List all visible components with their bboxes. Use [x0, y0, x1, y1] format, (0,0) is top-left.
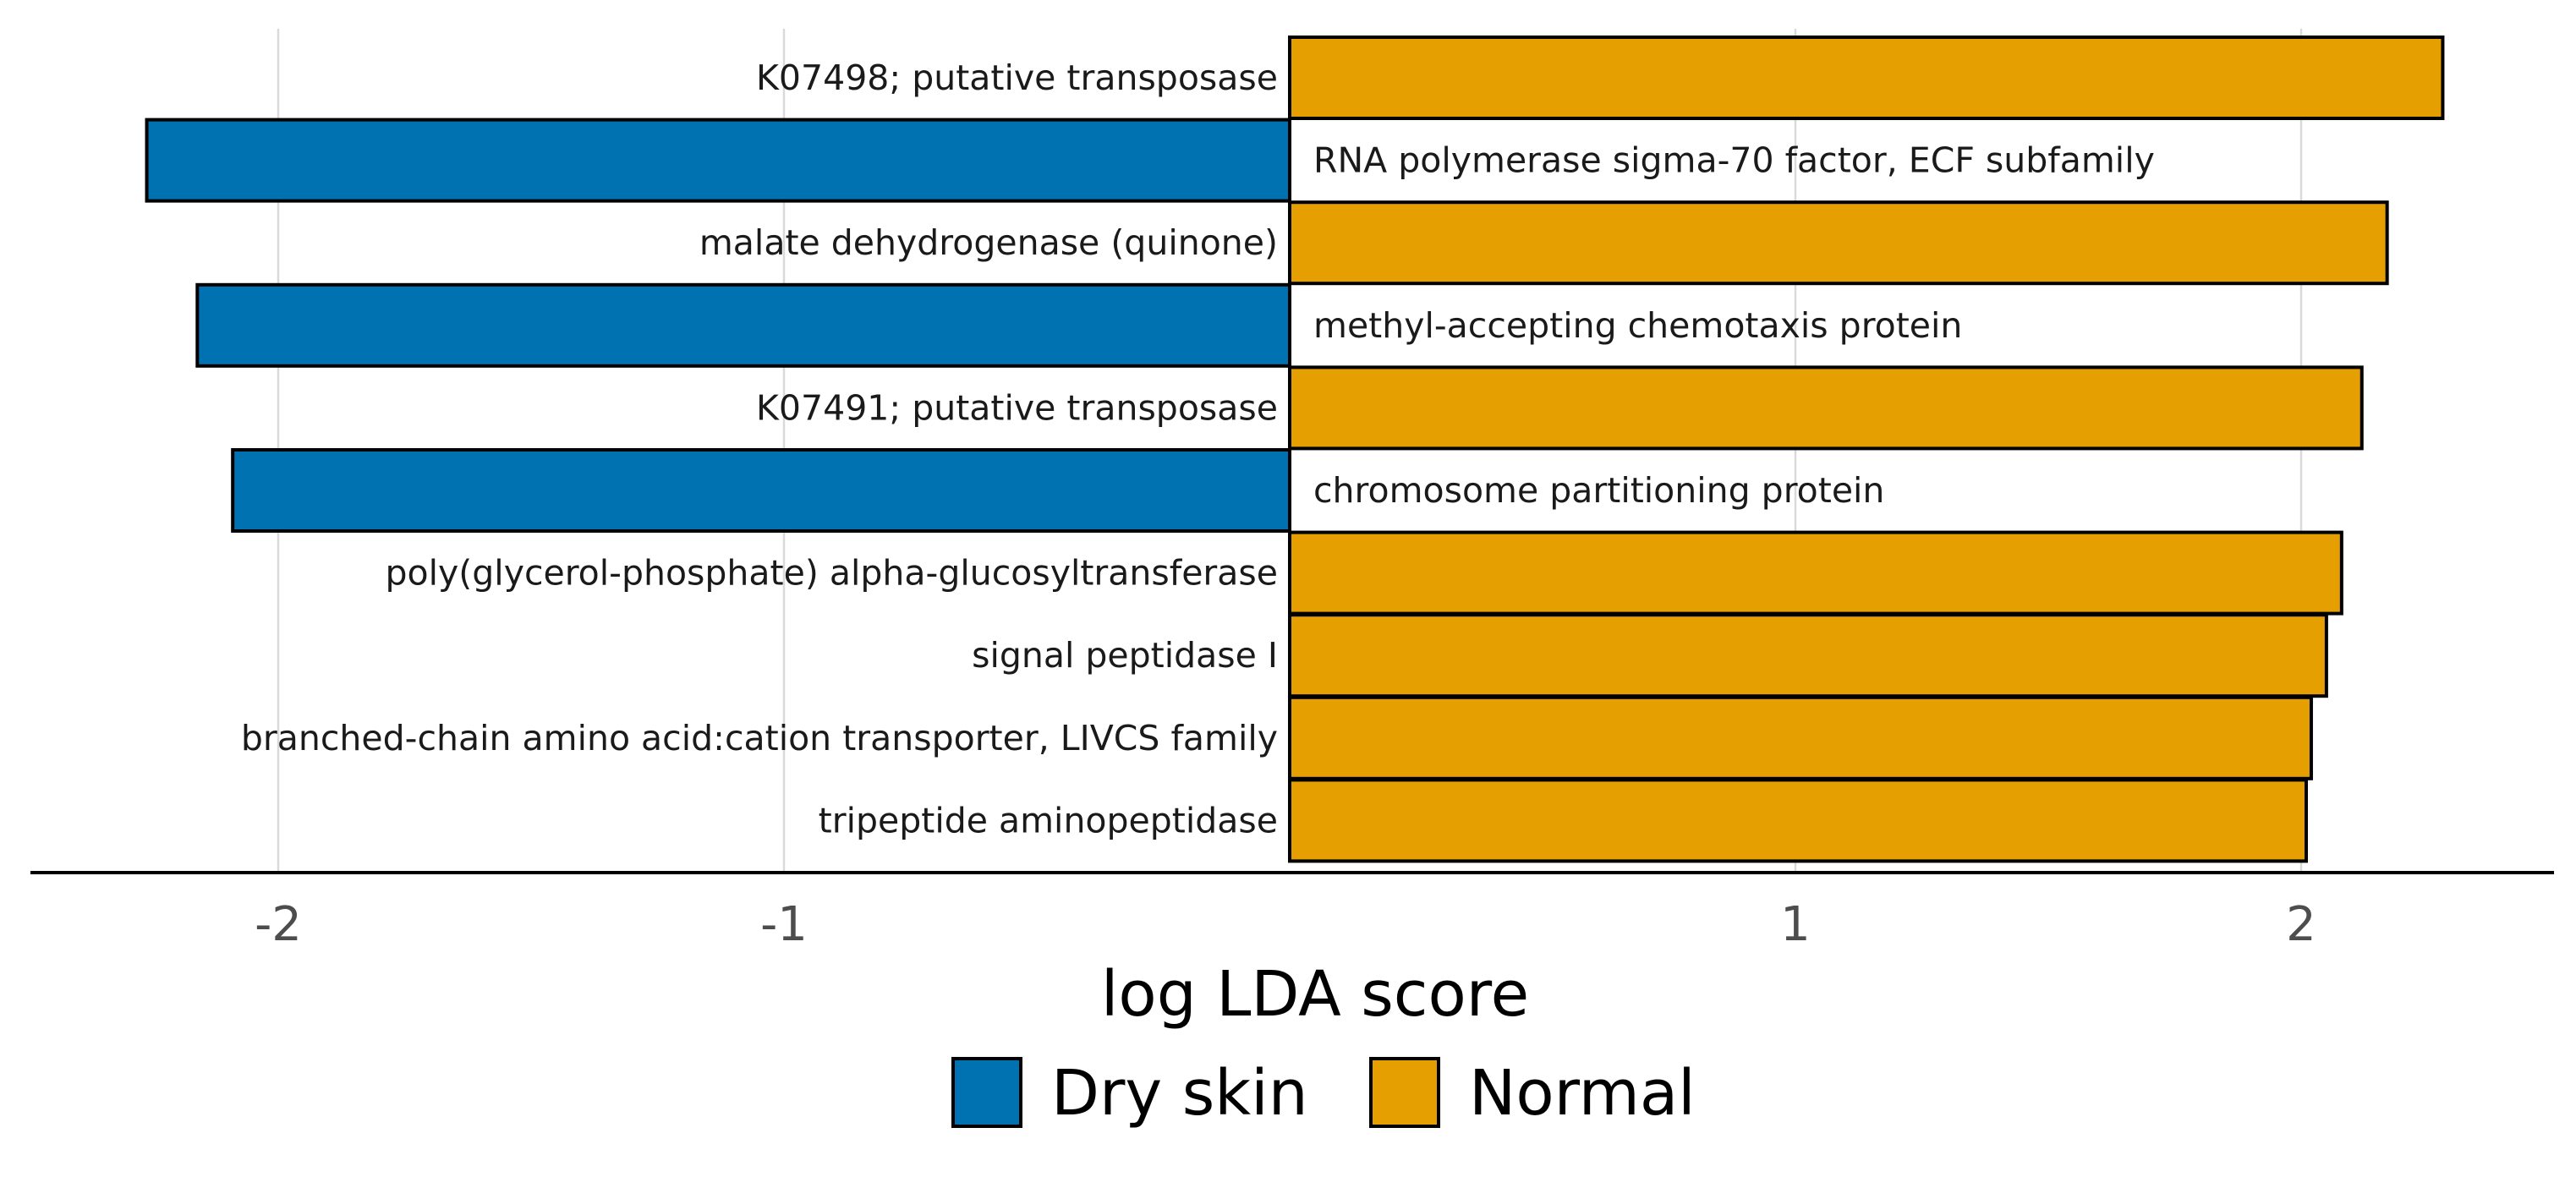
legend-label-dry: Dry skin: [1051, 1057, 1308, 1130]
bar-2: [1288, 200, 2389, 286]
bar-label-7: signal peptidase I: [972, 635, 1278, 676]
legend-swatch-normal: [1369, 1057, 1440, 1128]
bar-6: [1288, 530, 2343, 616]
bar-label-3: methyl-accepting chemotaxis protein: [1313, 305, 1962, 346]
x-tick-label-2: 1: [1780, 897, 1811, 952]
bars: [145, 36, 2445, 863]
bar-label-5: chromosome partitioning protein: [1313, 470, 1884, 511]
bar-4: [1288, 365, 2364, 451]
bar-1: [145, 118, 1291, 203]
bar-label-9: tripeptide aminopeptidase: [819, 800, 1278, 840]
x-tick-label-1: -1: [760, 897, 808, 952]
bar-label-2: malate dehydrogenase (quinone): [699, 222, 1278, 263]
x-tick-label-3: 2: [2286, 897, 2316, 952]
legend-label-normal: Normal: [1469, 1057, 1696, 1130]
legend: Dry skin Normal: [951, 1057, 1696, 1130]
bar-label-1: RNA polymerase sigma-70 factor, ECF subf…: [1313, 140, 2155, 181]
bar-label-4: K07491; putative transposase: [756, 387, 1278, 428]
bar-3: [195, 282, 1292, 368]
x-axis: -2 -1 1 2: [30, 871, 2554, 952]
bar-7: [1288, 613, 2328, 698]
bar-labels: K07498; putative transposase RNA polymera…: [241, 57, 2155, 840]
legend-swatch-dry: [951, 1057, 1022, 1128]
bar-9: [1288, 778, 2308, 863]
bar-8: [1288, 695, 2313, 780]
bar-label-0: K07498; putative transposase: [756, 57, 1278, 98]
bar-5: [231, 448, 1291, 533]
bar-0: [1288, 36, 2445, 120]
x-tick-label-0: -2: [255, 897, 302, 952]
bar-label-8: branched-chain amino acid:cation transpo…: [241, 718, 1278, 758]
x-axis-title: log LDA score: [1101, 958, 1529, 1031]
bar-label-6: poly(glycerol-phosphate) alpha-glucosylt…: [386, 553, 1278, 594]
